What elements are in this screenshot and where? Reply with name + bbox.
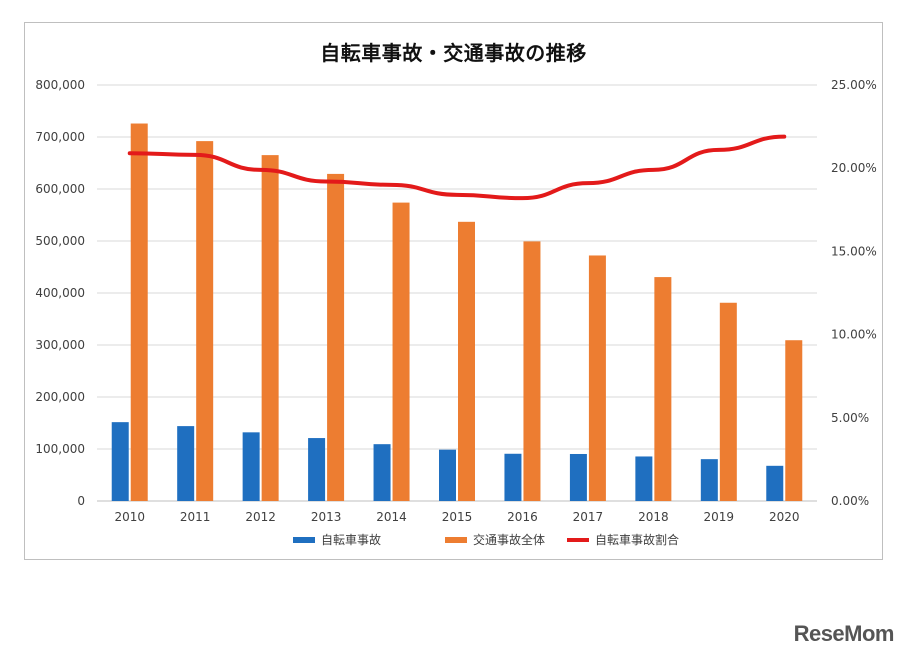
bar-bicycle-accidents xyxy=(177,426,195,501)
y-left-tick-label: 100,000 xyxy=(35,442,85,456)
y-right-tick-label: 20.00% xyxy=(831,161,877,175)
x-tick-label: 2020 xyxy=(769,510,800,524)
resemom-logo: ReseMom xyxy=(793,621,895,646)
x-tick-label: 2017 xyxy=(573,510,604,524)
legend-label: 自転車事故 xyxy=(321,532,381,547)
y-left-tick-label: 0 xyxy=(77,494,85,508)
x-tick-label: 2015 xyxy=(442,510,473,524)
bar-total-traffic-accidents xyxy=(196,141,214,501)
y-left-tick-label: 600,000 xyxy=(35,182,85,196)
bar-total-traffic-accidents xyxy=(130,123,148,501)
bar-total-traffic-accidents xyxy=(654,277,672,501)
y-right-tick-label: 25.00% xyxy=(831,78,877,92)
bar-bicycle-accidents xyxy=(373,444,391,501)
legend-swatch xyxy=(445,537,467,543)
x-tick-label: 2012 xyxy=(245,510,276,524)
y-left-tick-label: 200,000 xyxy=(35,390,85,404)
y-left-tick-label: 800,000 xyxy=(35,78,85,92)
y-left-tick-label: 500,000 xyxy=(35,234,85,248)
bar-total-traffic-accidents xyxy=(523,241,541,502)
x-tick-label: 2014 xyxy=(376,510,407,524)
y-left-tick-label: 700,000 xyxy=(35,130,85,144)
legend-swatch xyxy=(293,537,315,543)
line-bicycle-accident-ratio xyxy=(127,134,787,201)
legend-label: 交通事故全体 xyxy=(473,532,545,547)
bar-total-traffic-accidents xyxy=(327,173,345,502)
bar-bicycle-accidents xyxy=(700,459,718,501)
x-tick-label: 2011 xyxy=(180,510,211,524)
bar-bicycle-accidents xyxy=(569,453,587,501)
x-tick-label: 2018 xyxy=(638,510,669,524)
bar-total-traffic-accidents xyxy=(719,302,737,501)
y-right-tick-label: 5.00% xyxy=(831,411,869,425)
bar-bicycle-accidents xyxy=(111,422,129,501)
y-right-tick-label: 0.00% xyxy=(831,494,869,508)
x-tick-label: 2013 xyxy=(311,510,342,524)
chart-frame: 自転車事故・交通事故の推移 0 100,000 200,000 300,000 400,… xyxy=(24,22,883,560)
y-right-tick-label: 15.00% xyxy=(831,244,877,258)
chart-title: 自転車事故・交通事故の推移 xyxy=(320,41,587,65)
bar-bicycle-accidents xyxy=(308,438,326,501)
bar-bicycle-accidents xyxy=(242,432,260,501)
bar-total-traffic-accidents xyxy=(458,221,475,502)
bar-bicycle-accidents xyxy=(504,453,522,501)
bar-total-traffic-accidents xyxy=(261,155,279,502)
y-left-tick-label: 300,000 xyxy=(35,338,85,352)
bar-bicycle-accidents xyxy=(766,465,784,501)
bar-total-traffic-accidents xyxy=(785,340,803,501)
x-tick-label: 2010 xyxy=(114,510,145,524)
y-left-tick-label: 400,000 xyxy=(35,286,85,300)
bar-bicycle-accidents xyxy=(439,449,456,501)
bar-bicycle-accidents xyxy=(635,456,653,501)
bar-total-traffic-accidents xyxy=(588,255,606,501)
legend-label: 自転車事故割合 xyxy=(595,532,679,547)
bar-total-traffic-accidents xyxy=(392,202,410,501)
x-tick-label: 2016 xyxy=(507,510,538,524)
y-right-tick-label: 10.00% xyxy=(831,328,877,342)
x-tick-label: 2019 xyxy=(704,510,735,524)
chart-plot: 0 100,000 200,000 300,000 400,000 500,000 600,… xyxy=(35,78,877,547)
